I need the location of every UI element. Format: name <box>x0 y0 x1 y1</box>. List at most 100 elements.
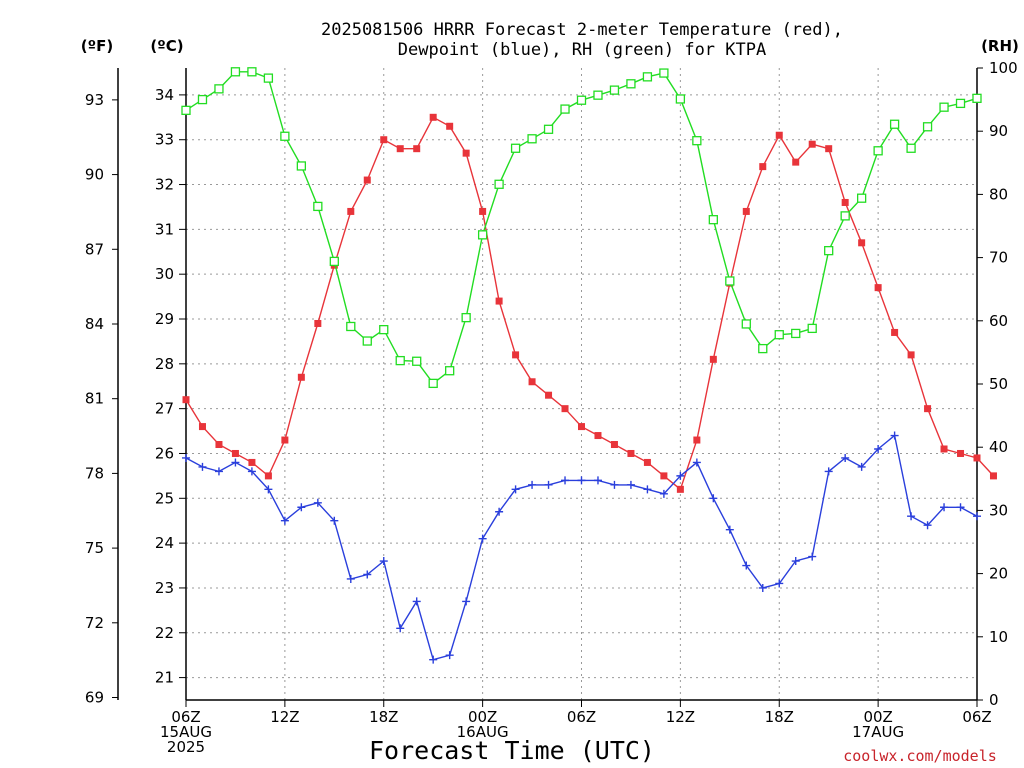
temperature-point <box>676 485 684 493</box>
rh-tick-label: 0 <box>989 691 999 709</box>
temperature-point <box>759 163 767 171</box>
title-line-2: Dewpoint (blue), RH (green) for KTPA <box>398 40 766 60</box>
dewpoint-point <box>346 574 355 583</box>
temperature-point <box>874 284 882 292</box>
rh-point <box>214 84 224 94</box>
temperature-point <box>792 158 800 166</box>
rh-line <box>185 71 978 385</box>
rh-point <box>758 343 768 354</box>
temperature-point <box>512 351 520 359</box>
rh-point <box>329 256 339 267</box>
celsius-tick-label: 31 <box>155 220 174 238</box>
fahrenheit-tick-label: 93 <box>85 91 104 109</box>
x-tick-label: 12Z <box>270 708 299 726</box>
dewpoint-point <box>429 655 438 664</box>
dewpoint-point <box>511 485 520 494</box>
celsius-tick-label: 33 <box>155 131 174 149</box>
dewpoint-point <box>626 480 635 489</box>
temperature-point <box>578 423 585 431</box>
dewpoint-point <box>462 597 471 606</box>
temperature-line <box>185 116 995 491</box>
title: 2025081506 HRRR Forecast 2-meter Tempera… <box>321 20 843 60</box>
dewpoint-point <box>907 512 916 521</box>
rh-point <box>543 124 554 134</box>
rh-tick-label: 50 <box>989 375 1008 393</box>
rh-point <box>362 336 372 346</box>
temperature-point <box>989 472 997 480</box>
rh-point <box>494 179 504 189</box>
rh-point <box>379 324 389 335</box>
celsius-tick-label: 26 <box>155 444 174 462</box>
dewpoint-point <box>247 467 256 476</box>
rh-point <box>922 122 933 132</box>
rh-tick-label: 10 <box>989 628 1008 646</box>
dewpoint-series <box>182 431 981 664</box>
fahrenheit-tick-label: 75 <box>85 539 104 557</box>
title-line-1: 2025081506 HRRR Forecast 2-meter Tempera… <box>321 20 843 40</box>
temperature-point <box>940 445 948 453</box>
temperature-point <box>775 131 783 139</box>
temperature-point <box>660 472 668 480</box>
rh-point <box>675 94 686 104</box>
rh-point <box>725 276 735 286</box>
dewpoint-point <box>313 498 322 507</box>
temperature-point <box>248 458 256 466</box>
temperature-point <box>347 207 355 215</box>
temperature-point <box>693 436 701 444</box>
rh-point <box>856 193 867 203</box>
dewpoint-point <box>593 476 602 485</box>
fahrenheit-unit-label: (ºF) <box>81 37 113 55</box>
celsius-tick-label: 27 <box>155 400 174 418</box>
rh-tick-label: 100 <box>989 59 1018 77</box>
dewpoint-point <box>709 494 718 503</box>
rh-point <box>576 95 587 105</box>
temperature-point <box>643 458 651 466</box>
rh-point <box>741 319 751 329</box>
temperature-point <box>610 441 618 449</box>
dewpoint-point <box>758 583 767 592</box>
dewpoint-point <box>412 597 421 606</box>
axes: 21 22 23 24 25 26 27 28 29 30 31 32 33 34 69 72 75 78 81 84… <box>85 59 1018 756</box>
temperature-point <box>858 239 866 247</box>
dewpoint-point <box>676 471 685 480</box>
dewpoint-point <box>379 557 388 566</box>
rh-point <box>412 356 422 366</box>
temperature-point <box>594 432 602 440</box>
temperature-point <box>363 176 371 184</box>
celsius-tick-label: 21 <box>155 669 174 687</box>
credit-text: coolwx.com/models <box>843 747 997 765</box>
celsius-tick-label: 24 <box>155 534 174 552</box>
temperature-point <box>462 149 470 157</box>
rh-point <box>247 67 257 77</box>
temperature-point <box>429 113 437 121</box>
dewpoint-point <box>692 458 701 467</box>
rh-tick-label: 70 <box>989 249 1008 267</box>
temperature-point <box>215 441 223 449</box>
x-tick-label: 17AUG <box>852 723 904 741</box>
dewpoint-point <box>610 480 619 489</box>
rh-point <box>873 146 883 156</box>
rh-point <box>280 131 290 141</box>
rh-point <box>889 119 900 129</box>
rh-point <box>313 201 323 212</box>
rh-series <box>181 67 982 389</box>
rh-point <box>906 143 916 153</box>
rh-point <box>972 93 982 103</box>
temperature-point <box>825 145 833 153</box>
rh-point <box>774 330 784 340</box>
temperature-point <box>198 423 206 431</box>
temperature-point <box>808 140 816 148</box>
rh-point <box>230 67 241 77</box>
temperature-point <box>907 351 915 359</box>
rh-point <box>708 215 718 225</box>
fahrenheit-tick-label: 84 <box>85 315 104 333</box>
dewpoint-point <box>182 453 190 462</box>
dewpoint-point <box>923 521 932 530</box>
rh-point <box>939 102 949 112</box>
fahrenheit-tick-label: 81 <box>85 390 104 408</box>
celsius-tick-label: 25 <box>155 489 174 507</box>
dewpoint-point <box>791 557 800 566</box>
temperature-point <box>495 297 503 305</box>
temperature-point <box>891 328 899 336</box>
